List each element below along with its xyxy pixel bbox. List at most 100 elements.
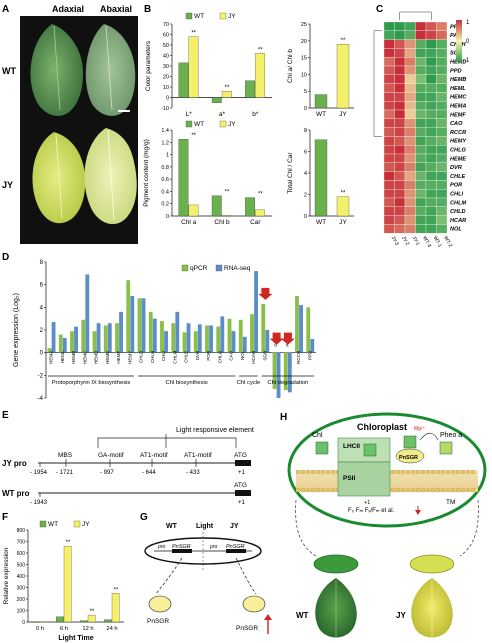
heatmap-cell: [425, 57, 437, 67]
heatmap-row-label: HEMD: [450, 60, 466, 66]
lipid-head: [450, 487, 456, 493]
gene-label: HEMF: [116, 350, 121, 363]
bar: [137, 298, 142, 353]
psii-label: PSII: [343, 475, 355, 482]
lipid-head: [410, 487, 416, 493]
significance-mark: **: [191, 31, 196, 37]
bar: [160, 320, 164, 353]
down-arrow-head: [415, 510, 421, 515]
heatmap-cell: [415, 48, 427, 58]
category-label: JY: [339, 111, 347, 118]
y-tick-label: 50: [163, 43, 169, 49]
heatmap-row-label: RCCR: [450, 130, 466, 136]
heatmap-cell: [404, 39, 416, 49]
bar: [32, 621, 40, 623]
heatmap-cell: [425, 145, 437, 155]
dendrogram-left: [373, 30, 382, 137]
heatmap-cell: [383, 153, 395, 163]
gene-label: HEMD: [94, 350, 99, 364]
dashed-connector: [295, 499, 317, 557]
arrow-dashed: [155, 557, 183, 595]
heatmap-cell: [415, 162, 427, 172]
y-tick-label: 20: [163, 75, 169, 81]
heatmap-cell: [436, 136, 448, 146]
chart-gene-expression: -4 -2 0 2 4 6 8 Gene expression (Log₂) qPCR RNA-s…: [13, 260, 316, 402]
heatmap-cell: [425, 180, 437, 190]
heatmap-cell: [415, 109, 427, 119]
bar: [193, 331, 198, 353]
gene-label: HEML: [60, 350, 65, 363]
significance-mark: **: [341, 38, 346, 44]
lipid-head: [465, 469, 471, 475]
category-label: L*: [186, 111, 193, 118]
gene-label: PnSGR: [172, 544, 191, 550]
heatmap-color-legend: [456, 20, 462, 62]
heatmap-cell: [415, 92, 427, 102]
y-tick-label: 70: [163, 22, 169, 28]
heatmap-cell: [394, 224, 406, 234]
heatmap-cell: [415, 83, 427, 93]
heatmap-cell: [383, 224, 395, 234]
heatmap-cell: [383, 206, 395, 216]
heatmap-cell: [394, 189, 406, 199]
chloroplast-icon-wt: [313, 554, 359, 574]
heatmap-cell: [415, 65, 427, 75]
bar: [171, 323, 176, 353]
heatmap-cell: [425, 109, 437, 119]
down-arrow-marker: [280, 332, 295, 345]
heatmap-cell: [425, 215, 437, 225]
y-axis-label: Gene expression (Log₂): [13, 293, 20, 367]
heatmap-row-label: CHLI: [450, 192, 463, 198]
y-tick-label: 5: [304, 89, 307, 95]
atg-box: [235, 490, 251, 496]
heatmap-cell: [404, 101, 416, 111]
heatmap-cell: [394, 136, 406, 146]
gene-label: RCCR: [296, 350, 301, 364]
heatmap-cell: [394, 101, 406, 111]
significance-mark: **: [66, 540, 71, 546]
heatmap-row-label: HEML: [450, 86, 466, 92]
heatmap-cell: [436, 197, 448, 207]
heatmap-cell: [404, 83, 416, 93]
y-tick-label: 0.2: [161, 202, 169, 208]
gene-label: PPD: [307, 350, 312, 360]
heatmap-cell: [394, 127, 406, 137]
heatmap-cell: [436, 171, 448, 181]
dashed-connector: [459, 499, 479, 557]
heatmap-cell: [436, 30, 448, 40]
bar: [74, 326, 78, 353]
atg-box: [235, 460, 251, 466]
heatmap-cell: [425, 171, 437, 181]
gene-label: HEMC: [82, 350, 87, 364]
heatmap-cell: [404, 197, 416, 207]
lipid-head: [460, 469, 466, 475]
leaf-vein: [105, 25, 113, 111]
lipid-head: [435, 487, 441, 493]
heatmap-cell: [436, 145, 448, 155]
heatmap-cell: [436, 92, 448, 102]
legend-label: WT: [194, 13, 204, 20]
bar: [186, 323, 191, 353]
legend-swatch: [215, 264, 223, 272]
gene-box: [172, 549, 192, 553]
heatmap-cell: [415, 39, 427, 49]
heatmap-cell: [415, 206, 427, 216]
lipid-head: [460, 487, 466, 493]
bar: [227, 318, 232, 353]
lipid-head: [395, 487, 401, 493]
heatmap-cell: [404, 127, 416, 137]
bar: [152, 318, 157, 353]
y-axis-label: Color parameters: [145, 40, 152, 91]
heatmap-cell: [394, 162, 406, 172]
bar: [245, 197, 255, 217]
heatmap-cell: [415, 21, 427, 31]
lipid-head: [400, 487, 406, 493]
chart-relative-expression: WT JY 0 100 200 300 400 500 600 700 800 Relative ex…: [3, 520, 124, 642]
lipid-head: [295, 487, 301, 493]
significance-mark: **: [191, 133, 196, 139]
x-axis-label: Light Time: [58, 635, 93, 642]
lipid-head: [440, 487, 446, 493]
significance-mark: **: [225, 190, 230, 196]
legend-label: qPCR: [190, 265, 208, 272]
y-tick-label: 0.8: [161, 165, 169, 171]
